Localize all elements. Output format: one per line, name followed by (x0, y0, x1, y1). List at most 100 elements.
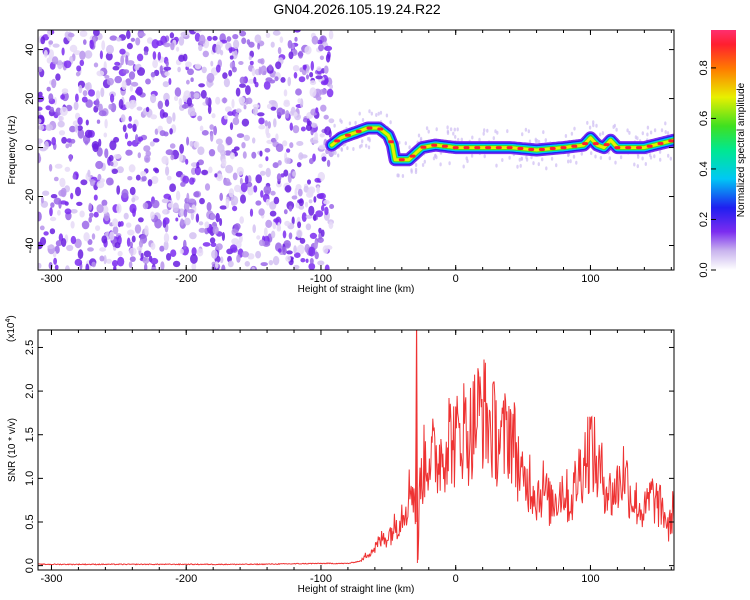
ridge-peak-mark (474, 146, 481, 150)
noise-blob (304, 45, 312, 55)
noise-blob (283, 89, 288, 97)
noise-blob (157, 100, 163, 110)
noise-blob (245, 97, 253, 105)
x-tick-label: -300 (40, 273, 62, 285)
ridge-peak-mark (377, 127, 384, 131)
noise-blob (126, 42, 133, 50)
noise-blob (166, 175, 172, 181)
noise-blob (47, 244, 55, 249)
noise-blob (189, 232, 197, 240)
noise-blob (236, 133, 245, 139)
noise-blob (238, 96, 246, 104)
noise-blob (96, 204, 104, 214)
noise-blob (241, 37, 247, 45)
noise-blob (649, 130, 653, 135)
noise-blob (84, 129, 93, 138)
noise-blob (72, 174, 77, 180)
noise-blob (50, 202, 55, 208)
noise-blob (121, 80, 127, 91)
noise-blob (174, 95, 179, 101)
noise-blob (167, 202, 174, 208)
noise-blob (196, 161, 200, 169)
noise-blob (425, 126, 429, 131)
noise-blob (370, 111, 373, 116)
noise-blob (166, 116, 173, 124)
noise-blob (98, 103, 103, 112)
noise-blob (209, 124, 214, 130)
noise-blob (231, 66, 237, 73)
noise-blob (550, 156, 554, 161)
y-tick-label: -20 (24, 189, 36, 205)
noise-blob (103, 132, 108, 138)
noise-blob (272, 255, 280, 266)
noise-blob (282, 230, 287, 239)
noise-blob (446, 129, 450, 134)
noise-blob (653, 154, 656, 159)
ridge-peak-mark (646, 144, 653, 148)
noise-blob (320, 80, 328, 86)
noise-blob (367, 145, 371, 150)
noise-blob (296, 141, 304, 146)
noise-blob (127, 140, 133, 147)
noise-blob (659, 157, 662, 162)
noise-blob (96, 70, 105, 77)
noise-blob (154, 128, 159, 135)
noise-blob (221, 158, 227, 167)
noise-blob (88, 89, 95, 97)
noise-blob (206, 202, 212, 212)
noise-blob (76, 201, 83, 206)
noise-blob (666, 131, 670, 136)
noise-blob (277, 47, 282, 55)
noise-blob (255, 174, 262, 184)
noise-blob (169, 183, 177, 192)
noise-blob (202, 242, 211, 247)
noise-blob (77, 129, 85, 139)
noise-blob (79, 50, 86, 60)
noise-blob (541, 157, 544, 162)
noise-blob (224, 181, 232, 186)
noise-blob (104, 74, 110, 79)
noise-blob (198, 221, 204, 226)
noise-blob (175, 217, 179, 222)
noise-blob (482, 131, 485, 136)
noise-blob (38, 153, 41, 163)
y-tick-label: 1.5 (24, 427, 36, 442)
noise-blob (268, 260, 274, 266)
noise-blob (301, 69, 307, 76)
noise-blob (580, 151, 583, 156)
noise-blob (524, 127, 528, 132)
ridge-peak-mark (625, 146, 632, 150)
noise-blob (103, 211, 110, 222)
noise-blob (129, 186, 136, 196)
noise-blob (165, 166, 170, 176)
noise-blob (324, 206, 329, 216)
noise-blob (125, 149, 133, 156)
noise-blob (195, 213, 200, 223)
noise-blob (198, 227, 206, 233)
noise-blob (233, 146, 240, 151)
noise-blob (52, 43, 60, 48)
noise-blob (228, 47, 236, 52)
noise-blob (309, 87, 317, 97)
noise-blob (256, 235, 261, 240)
noise-blob (521, 132, 524, 137)
noise-blob (265, 156, 269, 162)
noise-blob (53, 97, 57, 106)
noise-blob (285, 110, 290, 119)
noise-blob (136, 53, 144, 62)
noise-blob (59, 106, 68, 117)
noise-blob (644, 162, 647, 166)
noise-blob (163, 92, 170, 102)
noise-blob (190, 111, 197, 116)
noise-blob (308, 205, 315, 216)
noise-blob (130, 37, 136, 42)
noise-blob (239, 76, 246, 85)
noise-blob (121, 188, 129, 199)
noise-blob (423, 159, 426, 164)
noise-blob (83, 39, 87, 45)
noise-blob (151, 176, 159, 184)
noise-blob (38, 262, 42, 269)
noise-blob (215, 44, 222, 55)
noise-blob (231, 200, 236, 206)
noise-blob (131, 197, 136, 203)
